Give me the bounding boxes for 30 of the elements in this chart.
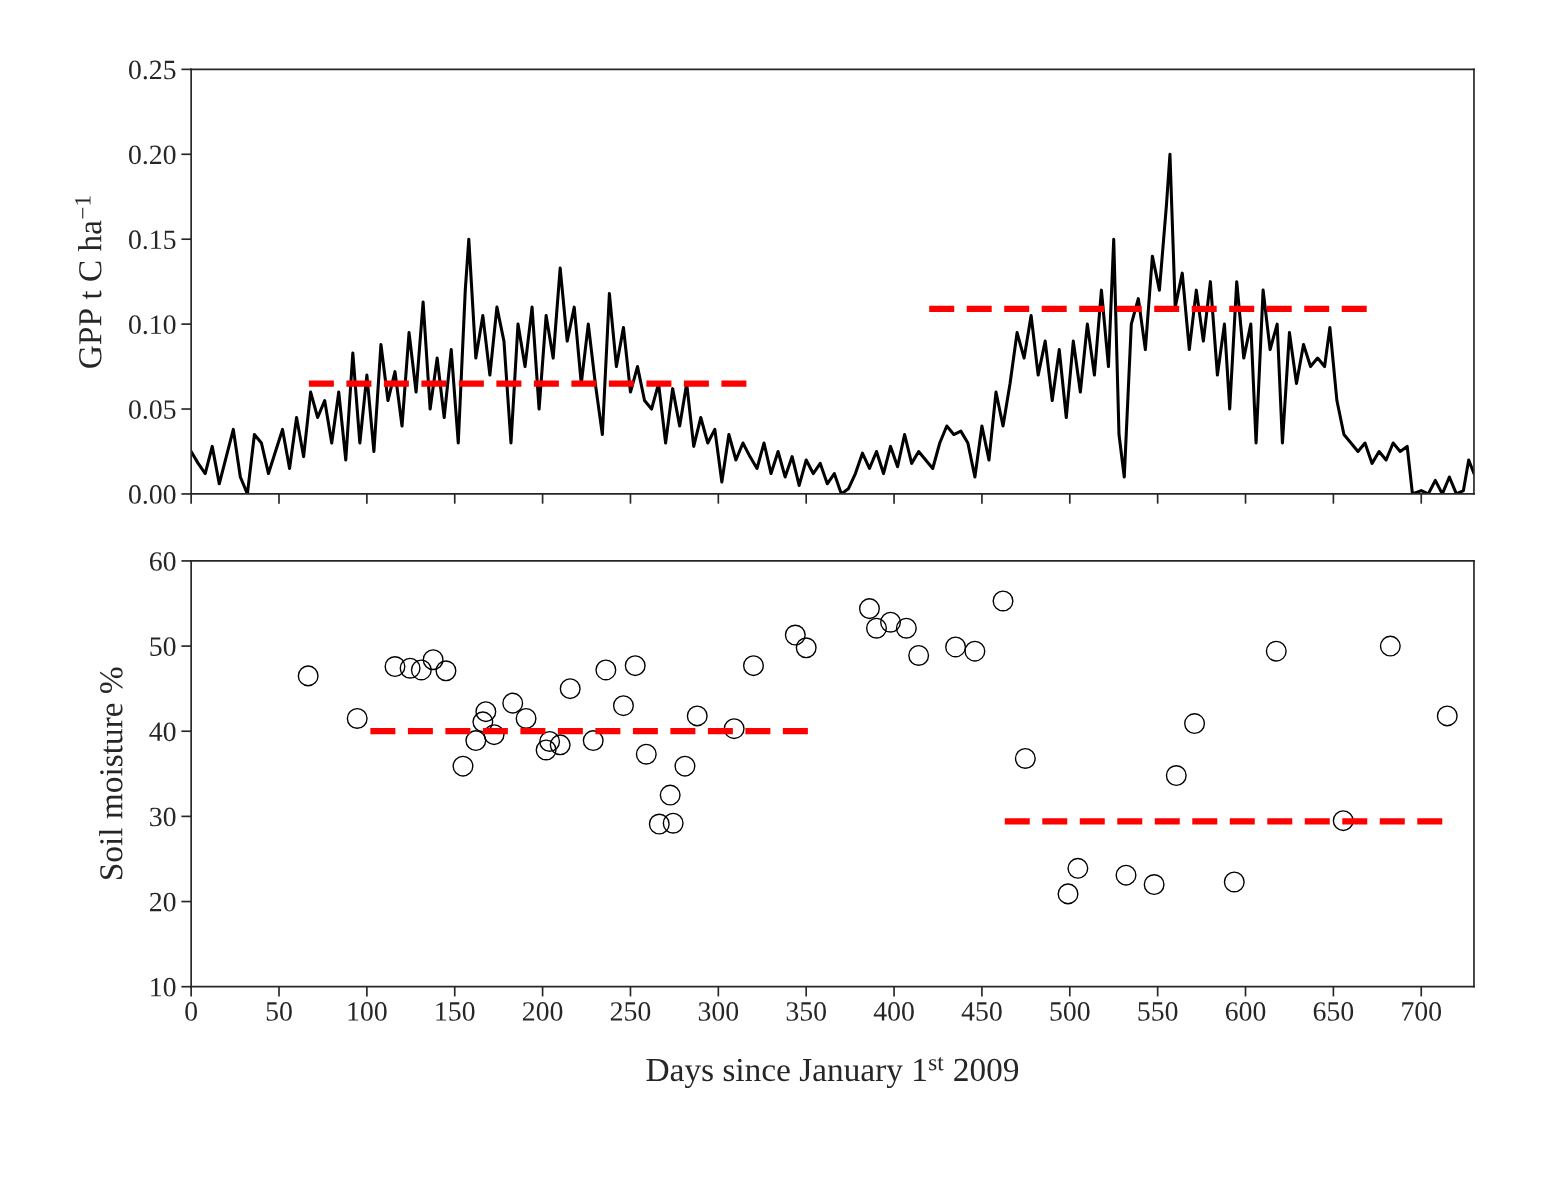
x-tick-label: 500 [1050, 1002, 1090, 1021]
y-axis-title: Soil moisture % [99, 667, 123, 879]
y-tick-label: 0.10 [129, 315, 176, 335]
x-tick-label: 150 [436, 1002, 475, 1021]
x-tick-label: 450 [961, 1002, 1002, 1021]
x-axis-title: Days since January 1$^{st}$ 2009 [646, 1057, 1019, 1089]
x-tick-label: 50 [266, 1002, 292, 1021]
y-tick-label: 30 [150, 807, 176, 827]
y-tick-label: 0.05 [129, 400, 176, 420]
x-tick-label: 200 [522, 1002, 563, 1021]
y-tick-label: 60 [149, 552, 176, 571]
x-tick-label: 600 [1225, 1002, 1266, 1021]
x-tick-label: 400 [873, 1002, 914, 1021]
y-tick-label: 0.00 [129, 485, 176, 504]
x-tick-label: 550 [1138, 1002, 1178, 1021]
y-tick-label: 0.20 [129, 145, 176, 165]
x-tick-label: 300 [698, 1002, 739, 1021]
x-tick-label: 100 [348, 1002, 387, 1021]
x-tick-label: 650 [1313, 1002, 1354, 1021]
y-tick-label: 0.25 [129, 60, 176, 80]
y-tick-label: 0.15 [129, 230, 176, 250]
x-tick-label: 350 [786, 1002, 826, 1021]
y-axis-title: GPP t C ha$^{−1}$ [75, 196, 102, 368]
x-tick-label: 0 [185, 1002, 198, 1021]
x-tick-label: 250 [610, 1002, 651, 1021]
y-tick-label: 20 [150, 892, 176, 912]
y-tick-label: 40 [149, 722, 176, 742]
x-tick-label: 700 [1402, 1002, 1442, 1021]
y-tick-label: 10 [151, 977, 176, 997]
y-tick-label: 50 [150, 637, 176, 656]
